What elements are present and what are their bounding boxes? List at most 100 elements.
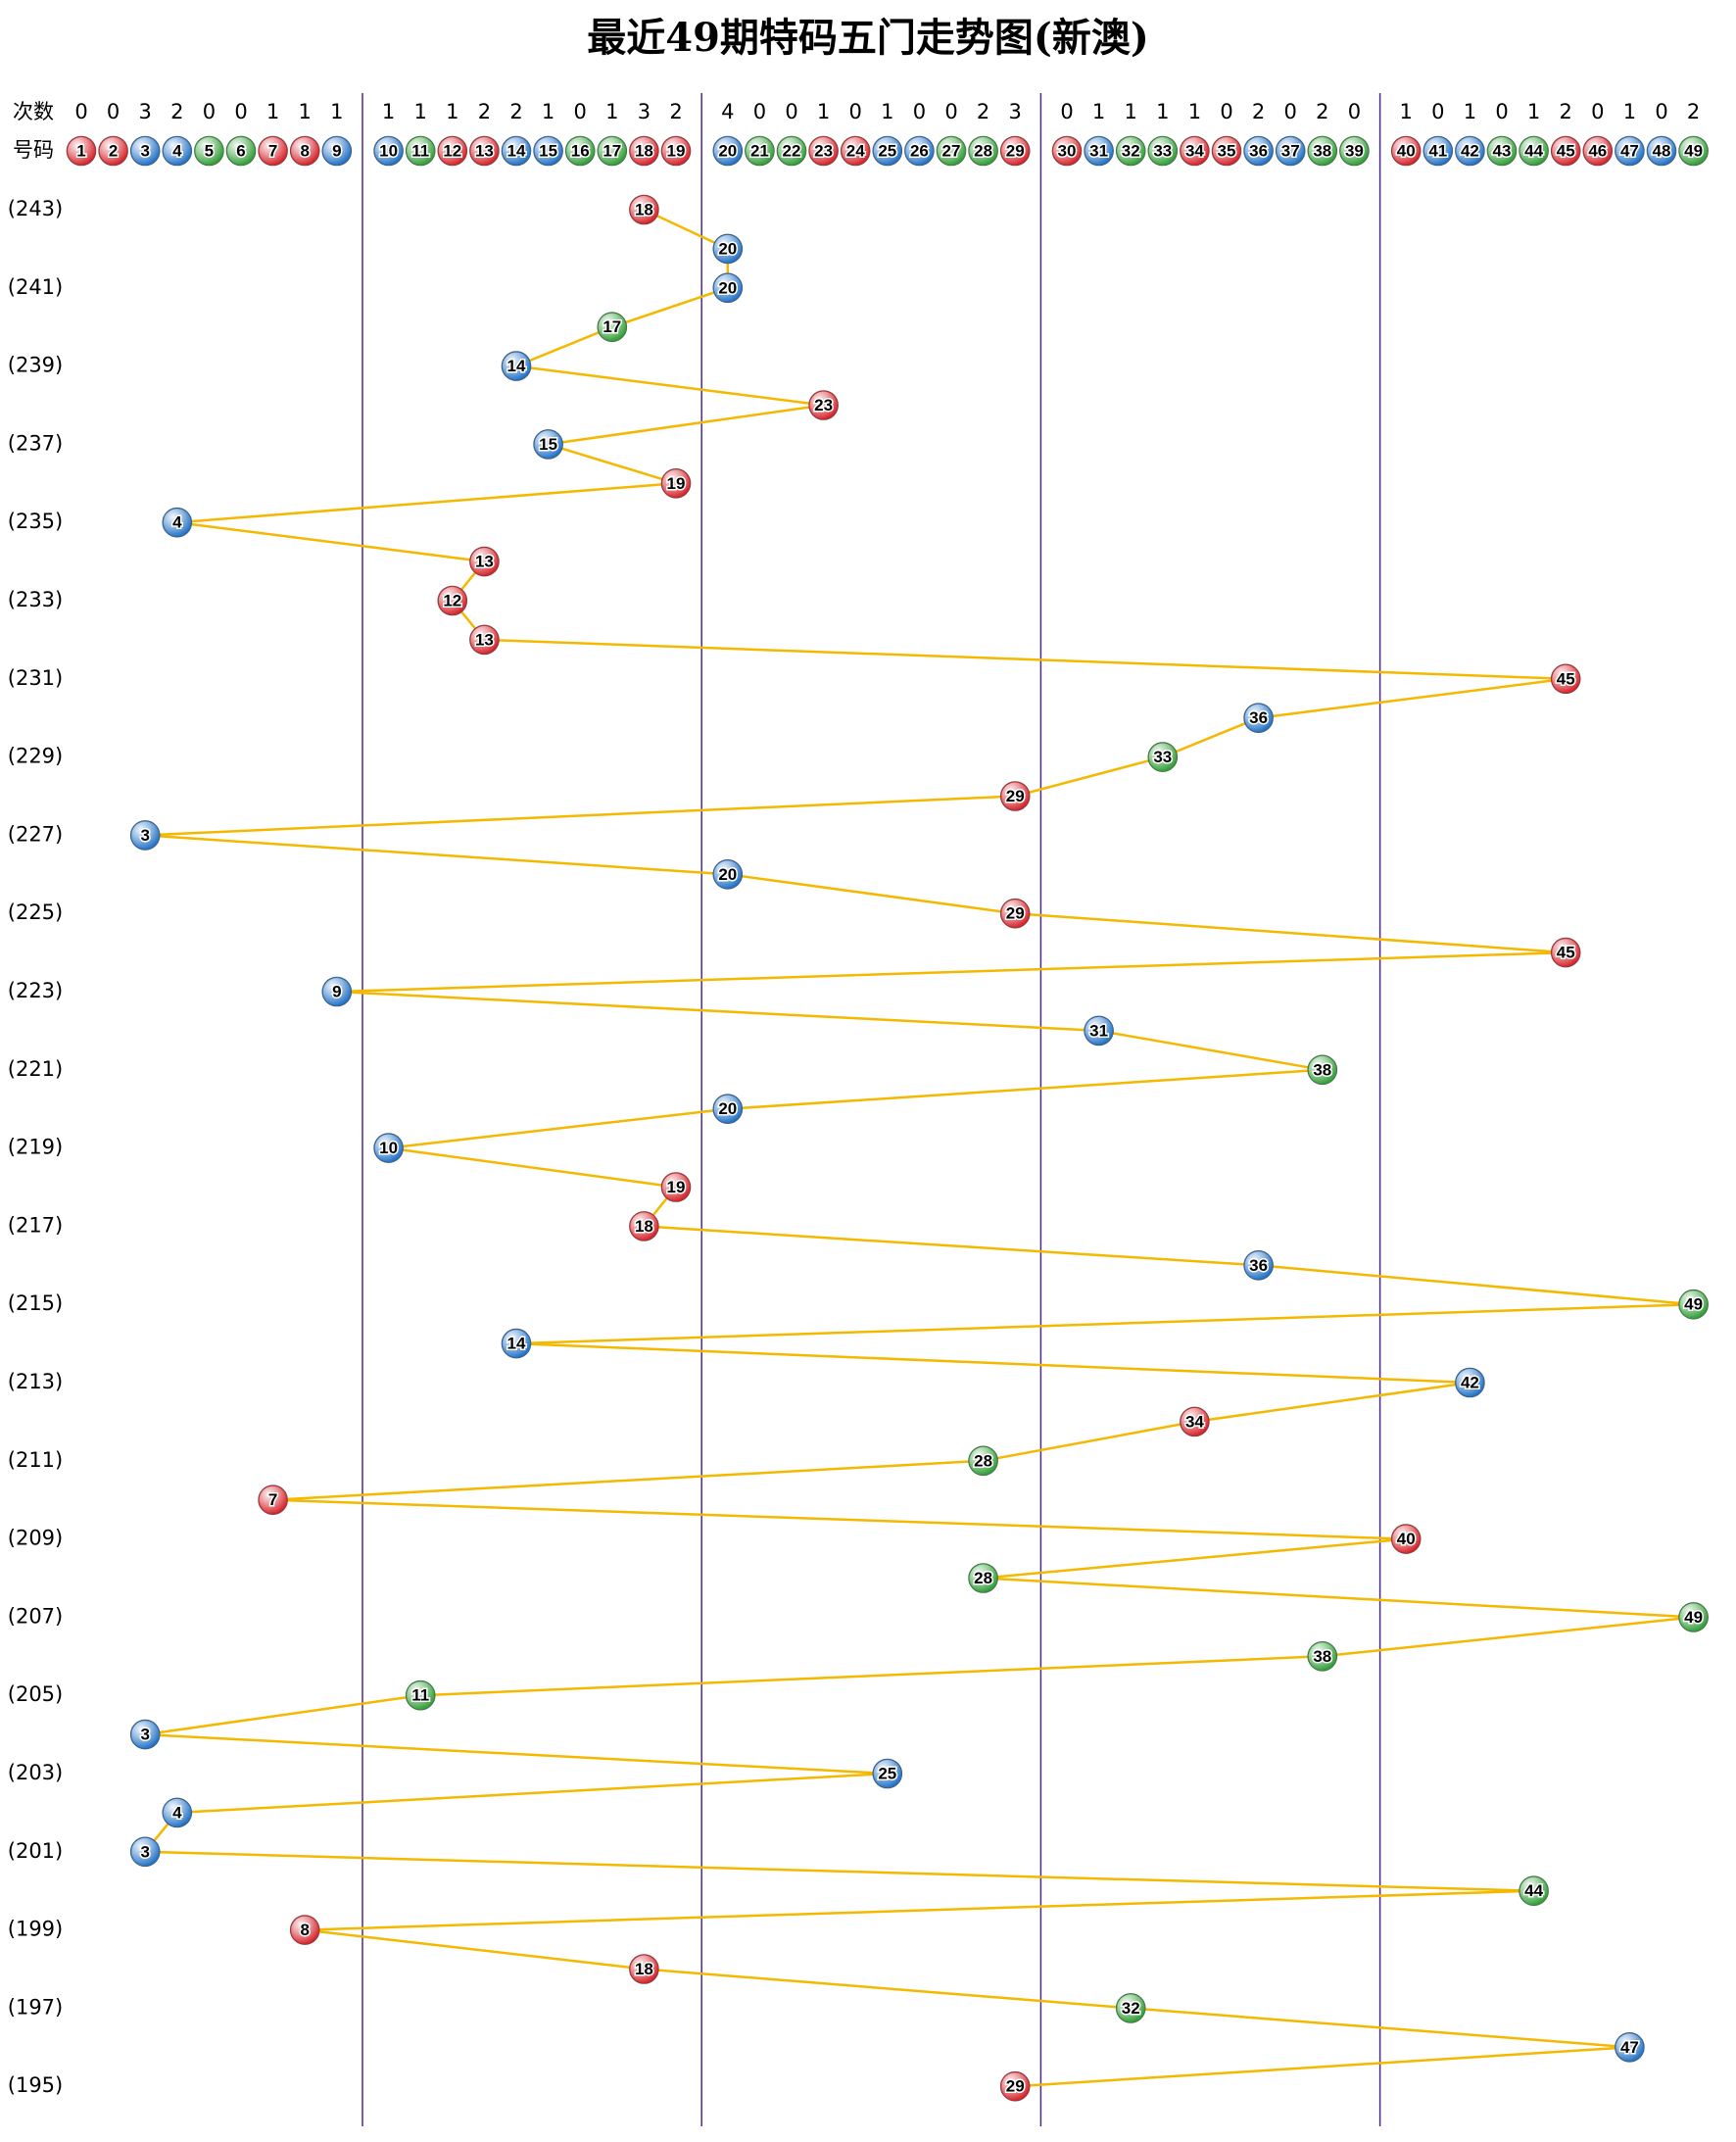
period-label: (231) <box>8 666 63 690</box>
ball-shine <box>259 1485 287 1514</box>
ball-number: 11 <box>411 1686 429 1705</box>
draw-ball: 15 <box>533 429 563 460</box>
header-ball: 6 <box>225 135 257 167</box>
ball-shine <box>1552 137 1580 165</box>
ball-number: 42 <box>1461 1373 1479 1391</box>
period-label: (197) <box>8 1995 63 2019</box>
header-ball: 7 <box>258 135 288 167</box>
header-ball: 15 <box>533 135 563 167</box>
ball-shine <box>1423 137 1452 165</box>
count: 0 <box>74 100 87 123</box>
ball-number: 33 <box>1153 748 1172 766</box>
period-label: (203) <box>8 1761 63 1784</box>
ball-number: 36 <box>1249 1256 1268 1275</box>
ball-shine <box>131 1837 160 1866</box>
period-label: (219) <box>8 1136 63 1159</box>
ball-shine <box>1583 137 1612 165</box>
ball-shine <box>905 137 934 165</box>
header-ball: 23 <box>808 135 839 167</box>
count: 0 <box>1495 100 1508 123</box>
ball-shine <box>662 137 690 165</box>
ball-number: 6 <box>236 141 245 160</box>
count: 0 <box>1220 100 1232 123</box>
ball-shine <box>534 137 562 165</box>
draw-ball: 3 <box>129 1719 161 1750</box>
ball-number: 4 <box>172 1803 182 1822</box>
count: 3 <box>638 100 651 123</box>
draw-ball: 38 <box>1307 1641 1338 1672</box>
ball-number: 25 <box>878 1764 896 1782</box>
draw-ball: 28 <box>968 1445 998 1477</box>
count: 1 <box>1092 100 1105 123</box>
ball-number: 40 <box>1397 1530 1416 1548</box>
ball-shine <box>713 234 742 263</box>
ball-shine <box>438 137 466 165</box>
ball-number: 29 <box>1006 904 1025 923</box>
ball-shine <box>630 137 658 165</box>
ball-number: 37 <box>1281 141 1300 160</box>
count: 0 <box>1591 100 1604 123</box>
ball-shine <box>291 1916 319 1944</box>
draw-ball: 20 <box>712 1094 744 1124</box>
draw-ball: 13 <box>469 546 500 577</box>
period-label: (235) <box>8 510 63 533</box>
count: 2 <box>1252 100 1265 123</box>
header-ball: 17 <box>597 135 628 167</box>
ball-number: 28 <box>974 1569 992 1587</box>
count: 1 <box>1125 100 1137 123</box>
ball-number: 8 <box>300 141 309 160</box>
ball-number: 46 <box>1588 141 1607 160</box>
ball-number: 10 <box>379 141 398 160</box>
ball-number: 24 <box>846 141 865 160</box>
header-ball: 19 <box>660 135 692 167</box>
count: 1 <box>299 100 312 123</box>
ball-shine <box>598 313 626 341</box>
ball-number: 18 <box>635 1217 653 1236</box>
ball-number: 22 <box>783 141 801 160</box>
draw-ball: 3 <box>129 820 161 851</box>
header-ball: 20 <box>712 135 744 167</box>
ball-shine <box>131 1721 160 1749</box>
period-label: (237) <box>8 431 63 455</box>
ball-shine <box>630 1955 658 1983</box>
ball-shine <box>662 469 690 498</box>
header-ball: 44 <box>1519 135 1549 167</box>
draw-ball: 23 <box>808 390 839 420</box>
ball-number: 36 <box>1249 708 1268 727</box>
ball-shine <box>407 137 435 165</box>
ball-shine <box>1213 137 1240 165</box>
ball-number: 11 <box>411 141 429 160</box>
ball-shine <box>1552 939 1580 967</box>
ball-number: 14 <box>507 141 526 160</box>
draw-ball: 45 <box>1550 663 1581 695</box>
draw-ball: 45 <box>1550 937 1581 968</box>
number-label: 号码 <box>13 138 54 162</box>
ball-shine <box>227 137 255 165</box>
ball-shine <box>1001 782 1030 810</box>
header-ball: 43 <box>1486 135 1518 167</box>
count: 1 <box>1527 100 1540 123</box>
ball-shine <box>713 137 742 165</box>
ball-shine <box>322 137 351 165</box>
ball-number: 13 <box>475 141 494 160</box>
header-ball: 14 <box>501 135 532 167</box>
header-ball: 37 <box>1275 135 1306 167</box>
ball-shine <box>1148 137 1177 165</box>
count: 1 <box>881 100 893 123</box>
draw-ball: 25 <box>872 1758 903 1789</box>
header-ball: 10 <box>373 135 404 167</box>
ball-shine <box>163 137 191 165</box>
ball-shine <box>938 137 965 165</box>
ball-shine <box>503 352 530 380</box>
ball-shine <box>131 137 160 165</box>
ball-shine <box>1244 1251 1273 1280</box>
count: 2 <box>478 100 491 123</box>
ball-shine <box>163 1798 191 1826</box>
header-ball: 35 <box>1211 135 1242 167</box>
draw-ball: 47 <box>1615 2032 1645 2063</box>
ball-shine <box>407 1681 435 1710</box>
header-ball: 34 <box>1180 135 1210 167</box>
draw-ball: 17 <box>597 312 628 343</box>
ball-shine <box>1488 137 1516 165</box>
ball-number: 18 <box>635 1960 653 1978</box>
